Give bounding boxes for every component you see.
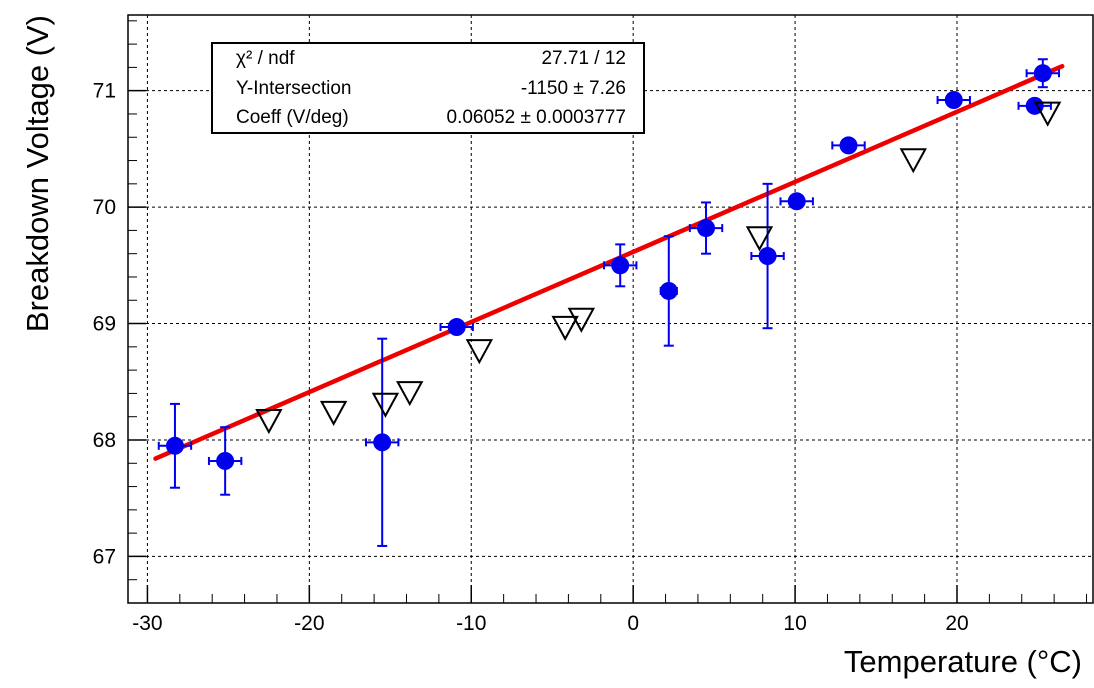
open-triangle-marker bbox=[371, 392, 400, 418]
open-triangle-marker bbox=[551, 315, 579, 341]
filled-circle-marker bbox=[839, 136, 858, 155]
filled-circle-marker bbox=[758, 247, 777, 266]
y-tick-label: 68 bbox=[93, 429, 116, 452]
filled-circle-marker bbox=[216, 451, 235, 470]
measurement-point bbox=[439, 318, 474, 337]
filled-circle-marker bbox=[611, 256, 630, 275]
x-tick-label: 20 bbox=[945, 612, 968, 635]
open-triangle-marker bbox=[319, 400, 348, 426]
filled-circle-marker bbox=[944, 90, 963, 109]
y-tick-label: 67 bbox=[93, 545, 116, 568]
filled-circle-marker bbox=[1033, 64, 1052, 83]
data-points-layer bbox=[157, 58, 1062, 547]
open-triangle-marker bbox=[745, 226, 774, 252]
y-tick-label: 71 bbox=[93, 80, 116, 103]
measurement-point bbox=[157, 402, 193, 489]
open-triangle-marker bbox=[396, 381, 424, 407]
y-tick-label: 70 bbox=[93, 196, 116, 219]
stats-row1-value: 27.71 / 12 bbox=[541, 48, 626, 69]
stats-row3-label: Coeff (V/deg) bbox=[236, 107, 349, 128]
x-tick-label: -10 bbox=[456, 612, 486, 635]
measurement-point bbox=[750, 182, 785, 330]
measurement-point bbox=[1017, 96, 1052, 115]
stats-box-frame bbox=[211, 42, 645, 134]
filled-circle-marker bbox=[447, 318, 466, 337]
filled-circle-marker bbox=[787, 192, 806, 211]
filled-circle-marker bbox=[165, 436, 184, 455]
x-tick-label: 0 bbox=[627, 612, 639, 635]
axis-ticks: -30 -20 -10 0 10 20 67 68 69 70 71 bbox=[93, 20, 1088, 635]
open-triangle-marker bbox=[465, 339, 494, 365]
open-triangle-marker bbox=[255, 409, 283, 435]
stats-row1-label: χ² / ndf bbox=[236, 48, 295, 69]
open-triangle-marker bbox=[567, 307, 596, 333]
y-axis-title: Breakdown Voltage (V) bbox=[20, 15, 55, 332]
measurement-point bbox=[207, 426, 243, 496]
measurement-point bbox=[603, 243, 638, 288]
measurement-point bbox=[1025, 58, 1060, 89]
filled-circle-marker bbox=[659, 281, 678, 300]
y-tick-label: 69 bbox=[93, 313, 116, 336]
x-tick-label: -30 bbox=[132, 612, 162, 635]
stats-row3-value: 0.06052 ± 0.0003777 bbox=[447, 107, 626, 128]
stats-box: χ² / ndf 27.71 / 12 Y-Intersection -1150… bbox=[211, 42, 645, 134]
measurement-point bbox=[936, 90, 971, 109]
filled-circle-marker bbox=[697, 219, 716, 238]
filled-circle-marker bbox=[373, 433, 392, 452]
open-triangle-marker bbox=[899, 148, 927, 174]
measurement-point bbox=[831, 136, 866, 155]
plot-frame bbox=[127, 14, 1094, 604]
x-axis-title: Temperature (°C) bbox=[844, 644, 1082, 679]
fit-line bbox=[153, 63, 1065, 461]
x-tick-label: -20 bbox=[294, 612, 324, 635]
measurement-point bbox=[659, 235, 678, 347]
x-tick-label: 10 bbox=[783, 612, 806, 635]
open-triangle-marker bbox=[1033, 101, 1062, 127]
stats-row2-value: -1150 ± 7.26 bbox=[521, 78, 626, 99]
measurement-point bbox=[688, 201, 724, 255]
stats-row2-label: Y-Intersection bbox=[236, 78, 351, 99]
fit-line-layer bbox=[153, 63, 1065, 461]
measurement-point bbox=[779, 192, 814, 211]
measurement-point bbox=[365, 337, 400, 547]
